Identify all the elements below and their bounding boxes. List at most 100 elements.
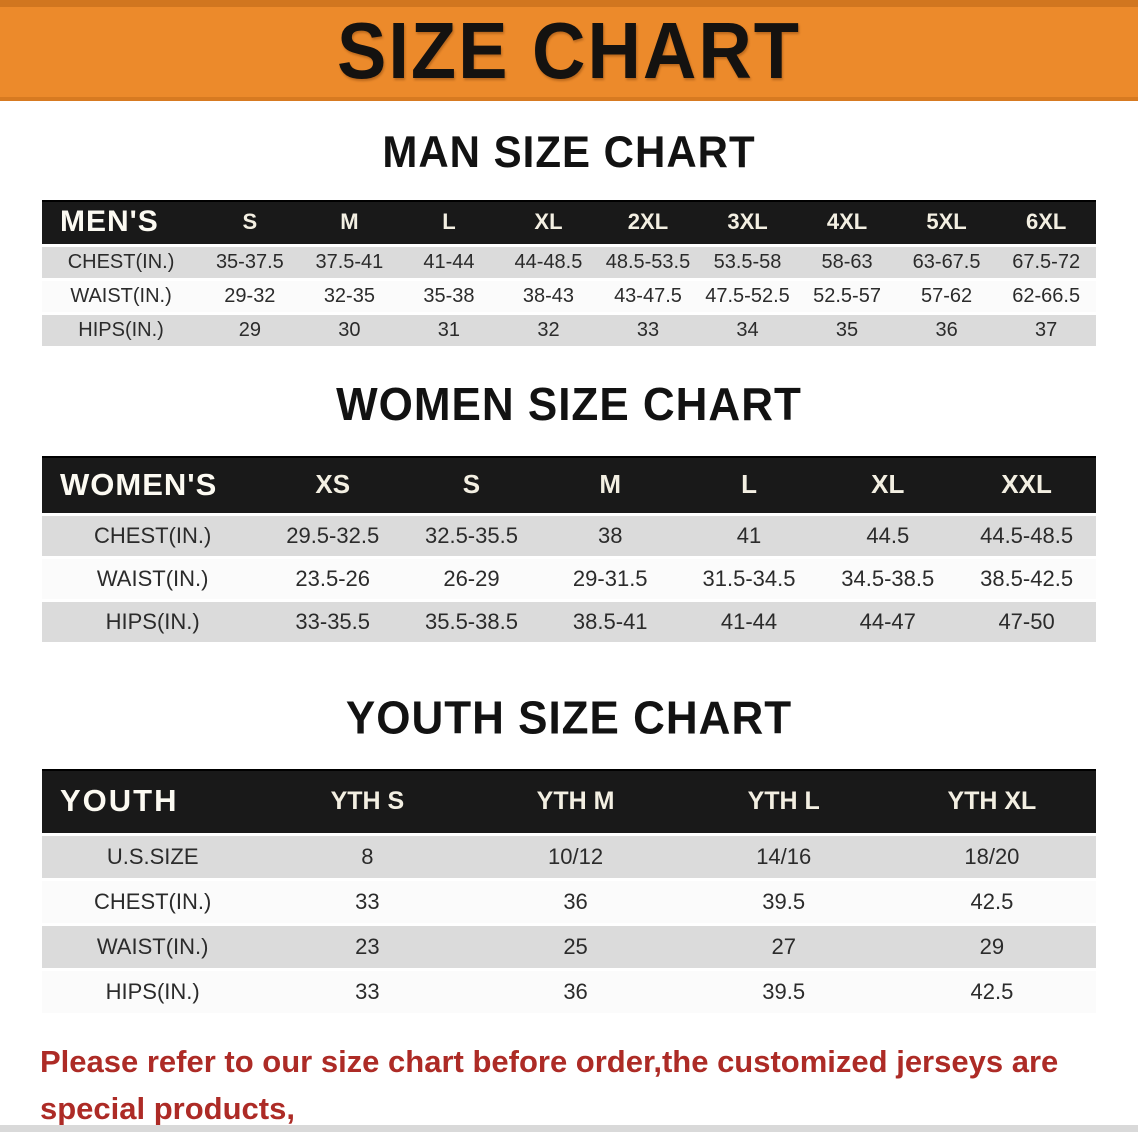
order-notice: Please refer to our size chart before or… xyxy=(40,1038,1138,1132)
measurement-cell: 42.5 xyxy=(887,971,1096,1013)
size-column-header: YTH L xyxy=(679,769,888,833)
table-title-cell: MEN'S xyxy=(42,200,201,244)
measurement-cell: 38.5-42.5 xyxy=(957,559,1096,599)
measurement-cell: 8 xyxy=(263,836,472,878)
measurement-cell: 67.5-72 xyxy=(996,247,1096,278)
measurement-cell: 33 xyxy=(598,315,698,346)
measurement-cell: 58-63 xyxy=(797,247,897,278)
men-section-heading: MAN SIZE CHART xyxy=(382,126,756,177)
size-column-header: 4XL xyxy=(797,200,897,244)
measurement-cell: 29-31.5 xyxy=(540,559,680,599)
table-row: WAIST(IN.) 23 25 27 29 xyxy=(42,926,1096,968)
measurement-cell: 30 xyxy=(299,315,400,346)
measurement-cell: 32-35 xyxy=(299,281,400,312)
table-row: CHEST(IN.) 33 36 39.5 42.5 xyxy=(42,881,1096,923)
size-column-header: 2XL xyxy=(598,200,698,244)
measurement-cell: 39.5 xyxy=(679,971,888,1013)
measurement-cell: 47-50 xyxy=(957,602,1096,642)
measurement-cell: 23.5-26 xyxy=(263,559,403,599)
row-label-cell: CHEST(IN.) xyxy=(42,247,201,278)
measurement-cell: 35-37.5 xyxy=(200,247,300,278)
men-size-table: MEN'S S M L XL 2XL 3XL 4XL 5XL 6XL CHEST(IN.) 35-37… xyxy=(42,197,1096,349)
row-label-cell: CHEST(IN.) xyxy=(42,881,264,923)
measurement-cell: 31 xyxy=(399,315,499,346)
measurement-cell: 29 xyxy=(887,926,1096,968)
row-label-cell: WAIST(IN.) xyxy=(42,926,264,968)
size-column-header: YTH S xyxy=(263,769,472,833)
row-label-cell: U.S.SIZE xyxy=(42,836,264,878)
measurement-cell: 42.5 xyxy=(887,881,1096,923)
measurement-cell: 36 xyxy=(471,971,680,1013)
measurement-cell: 41 xyxy=(679,516,819,556)
row-label-cell: WAIST(IN.) xyxy=(42,559,264,599)
table-row: HIPS(IN.) 33 36 39.5 42.5 xyxy=(42,971,1096,1013)
measurement-cell: 26-29 xyxy=(402,559,541,599)
size-column-header: S xyxy=(200,200,300,244)
men-size-section: MAN SIZE CHART MEN'S S M L XL 2XL 3XL 4XL 5XL 6XL… xyxy=(0,101,1138,349)
banner: SIZE CHART xyxy=(0,0,1138,101)
size-column-header: S xyxy=(402,456,541,513)
measurement-cell: 41-44 xyxy=(679,602,819,642)
size-column-header: L xyxy=(399,200,499,244)
size-column-header: YTH M xyxy=(471,769,680,833)
measurement-cell: 33 xyxy=(263,971,472,1013)
row-label-cell: HIPS(IN.) xyxy=(42,971,264,1013)
measurement-cell: 25 xyxy=(471,926,680,968)
measurement-cell: 47.5-52.5 xyxy=(697,281,798,312)
size-column-header: 6XL xyxy=(996,200,1096,244)
measurement-cell: 44-48.5 xyxy=(498,247,599,278)
measurement-cell: 52.5-57 xyxy=(797,281,897,312)
measurement-cell: 32 xyxy=(498,315,599,346)
size-column-header: L xyxy=(679,456,819,513)
size-column-header: YTH XL xyxy=(887,769,1096,833)
measurement-cell: 18/20 xyxy=(887,836,1096,878)
measurement-cell: 27 xyxy=(679,926,888,968)
measurement-cell: 29-32 xyxy=(200,281,300,312)
measurement-cell: 38 xyxy=(540,516,680,556)
measurement-cell: 44.5 xyxy=(818,516,958,556)
measurement-cell: 48.5-53.5 xyxy=(598,247,698,278)
measurement-cell: 35-38 xyxy=(399,281,499,312)
table-row: CHEST(IN.) 29.5-32.5 32.5-35.5 38 41 44.5 44.5… xyxy=(42,516,1096,556)
size-column-header: XS xyxy=(263,456,403,513)
measurement-cell: 31.5-34.5 xyxy=(679,559,819,599)
measurement-cell: 37.5-41 xyxy=(299,247,400,278)
table-row: WAIST(IN.) 23.5-26 26-29 29-31.5 31.5-34.5 34… xyxy=(42,559,1096,599)
banner-title: SIZE CHART xyxy=(337,5,801,95)
row-label-cell: CHEST(IN.) xyxy=(42,516,264,556)
row-label-cell: WAIST(IN.) xyxy=(42,281,201,312)
measurement-cell: 62-66.5 xyxy=(996,281,1096,312)
measurement-cell: 36 xyxy=(471,881,680,923)
measurement-cell: 53.5-58 xyxy=(697,247,798,278)
measurement-cell: 36 xyxy=(896,315,997,346)
women-section-heading: WOMEN SIZE CHART xyxy=(336,378,802,431)
row-label-cell: HIPS(IN.) xyxy=(42,315,201,346)
measurement-cell: 29 xyxy=(200,315,300,346)
header-row: MEN'S S M L XL 2XL 3XL 4XL 5XL 6XL xyxy=(42,200,1096,244)
table-row: U.S.SIZE 8 10/12 14/16 18/20 xyxy=(42,836,1096,878)
measurement-cell: 33-35.5 xyxy=(263,602,403,642)
measurement-cell: 39.5 xyxy=(679,881,888,923)
youth-size-section: YOUTH SIZE CHART YOUTH YTH S YTH M YTH L YTH… xyxy=(0,645,1138,1016)
table-row: HIPS(IN.) 33-35.5 35.5-38.5 38.5-41 41-44 44-… xyxy=(42,602,1096,642)
bottom-edge-strip xyxy=(0,1125,1138,1132)
table-row: HIPS(IN.) 29 30 31 32 33 34 35 36 37 xyxy=(42,315,1096,346)
size-column-header: M xyxy=(299,200,400,244)
youth-section-heading: YOUTH SIZE CHART xyxy=(345,692,793,744)
header-row: YOUTH YTH S YTH M YTH L YTH XL xyxy=(42,769,1096,833)
measurement-cell: 32.5-35.5 xyxy=(402,516,541,556)
measurement-cell: 63-67.5 xyxy=(896,247,997,278)
measurement-cell: 35 xyxy=(797,315,897,346)
measurement-cell: 34.5-38.5 xyxy=(818,559,958,599)
measurement-cell: 41-44 xyxy=(399,247,499,278)
measurement-cell: 23 xyxy=(263,926,472,968)
size-column-header: XL xyxy=(818,456,958,513)
size-column-header: M xyxy=(540,456,680,513)
measurement-cell: 37 xyxy=(996,315,1096,346)
size-column-header: 5XL xyxy=(896,200,997,244)
table-row: CHEST(IN.) 35-37.5 37.5-41 41-44 44-48.5 48.5… xyxy=(42,247,1096,278)
table-title-cell: WOMEN'S xyxy=(42,456,264,513)
youth-size-table: YOUTH YTH S YTH M YTH L YTH XL U.S.SIZE 8 10/12… xyxy=(42,766,1096,1016)
size-column-header: XXL xyxy=(957,456,1096,513)
size-column-header: XL xyxy=(498,200,599,244)
